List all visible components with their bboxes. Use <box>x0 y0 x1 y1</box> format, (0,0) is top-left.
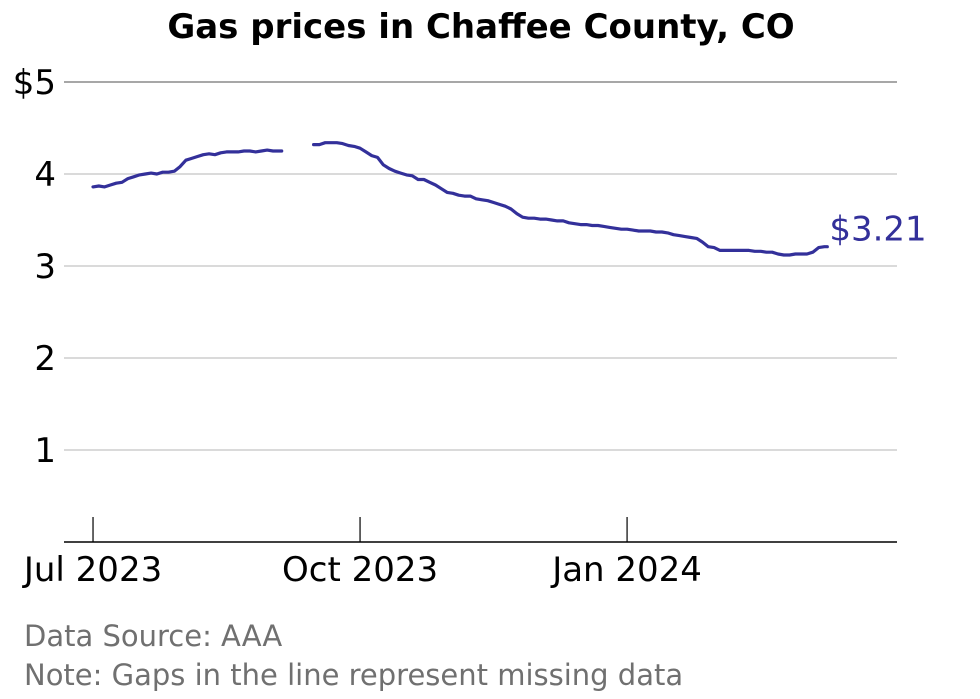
missing-data-note: Note: Gaps in the line represent missing… <box>24 658 683 692</box>
x-tick-label: Jan 2024 <box>550 550 702 590</box>
y-gridlines <box>64 81 897 451</box>
price-line-segment <box>91 148 284 189</box>
y-tick-label: 2 <box>34 339 56 379</box>
x-axis-ticks: Jul 2023 Oct 2023 Jan 2024 <box>22 517 702 590</box>
x-tick-label: Oct 2023 <box>282 550 438 590</box>
data-source-note: Data Source: AAA <box>24 619 282 653</box>
price-line <box>91 141 829 257</box>
chart-title: Gas prices in Chaffee County, CO <box>167 7 794 47</box>
y-tick-label: 4 <box>34 155 56 195</box>
y-tick-label: 3 <box>34 247 56 287</box>
latest-price-label: $3.21 <box>829 210 926 250</box>
x-tick-label: Jul 2023 <box>22 550 162 590</box>
y-axis-tick-labels: 1 2 3 4 $5 <box>13 63 56 471</box>
y-tick-label: 1 <box>34 431 56 471</box>
price-line-segment <box>312 141 829 257</box>
y-tick-label: $5 <box>13 63 56 103</box>
